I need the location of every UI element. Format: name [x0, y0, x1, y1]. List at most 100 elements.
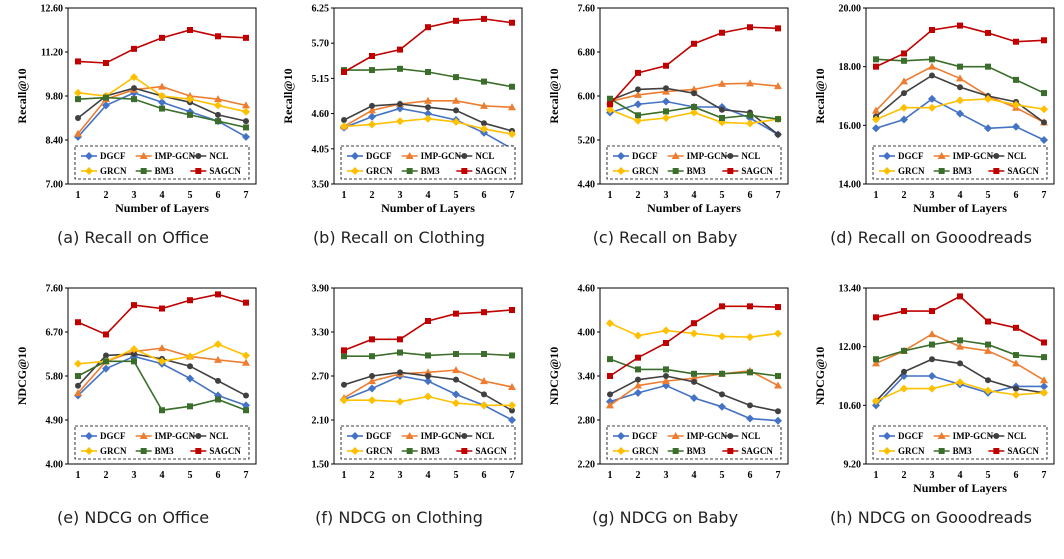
x-tick-label: 1: [608, 470, 613, 481]
data-point: [872, 359, 880, 367]
data-point: [1013, 352, 1019, 359]
series-sagcn: [341, 307, 515, 354]
data-point: [928, 330, 936, 338]
data-point: [607, 356, 613, 363]
data-point: [452, 117, 460, 126]
legend-marker: [883, 447, 891, 455]
data-point: [747, 112, 753, 119]
y-tick-label: 2.70: [312, 372, 330, 383]
legend-label: DGCF: [898, 151, 924, 161]
x-tick-label: 2: [902, 470, 907, 481]
data-point: [425, 318, 431, 324]
chart-panel-1: 7.00 8.40 9.80 11.20 12.60 1 2 3 4 5 6 7 Number of L…: [0, 0, 266, 279]
series-imp-gcn: [74, 344, 250, 397]
data-point: [74, 129, 82, 137]
legend: DGCF IMP-GCN NCL GRCN BM3 SAGCN: [74, 145, 250, 180]
legend-marker: [617, 432, 625, 440]
data-point: [634, 116, 642, 125]
data-point: [480, 124, 488, 133]
data-point: [872, 397, 880, 406]
data-point: [607, 391, 613, 398]
data-point: [75, 373, 81, 379]
data-point: [158, 98, 166, 107]
series-bm3: [75, 94, 249, 131]
legend-label: SAGCN: [209, 166, 241, 176]
data-point: [719, 391, 725, 398]
data-point: [369, 353, 375, 360]
data-point: [242, 351, 250, 360]
legend-box: [340, 145, 516, 180]
y-tick-label: 9.20: [844, 460, 862, 471]
chart-caption: (g) NDCG on Baby: [591, 508, 739, 527]
x-tick-label: 7: [244, 190, 249, 201]
data-point: [75, 319, 81, 326]
series-ncl: [607, 373, 781, 415]
plot-frame: [333, 7, 523, 185]
legend-label: GRCN: [100, 166, 127, 176]
y-tick-label: 8.40: [46, 136, 64, 147]
legend-marker: [85, 152, 93, 160]
legend-marker: [461, 153, 468, 159]
data-point: [775, 408, 781, 415]
legend-marker: [139, 152, 148, 159]
data-point: [424, 392, 432, 401]
legend-marker: [195, 168, 202, 174]
data-point: [691, 370, 697, 377]
data-point: [1040, 388, 1048, 397]
data-point: [634, 381, 642, 389]
data-point: [746, 79, 754, 87]
y-tick-label: 4.60: [578, 284, 596, 295]
series-dgcf: [606, 381, 782, 425]
x-tick-label: 2: [370, 190, 375, 201]
legend-box: [606, 425, 782, 460]
data-point: [663, 62, 669, 69]
x-tick-label: 6: [748, 190, 753, 201]
data-point: [215, 118, 221, 125]
data-point: [691, 378, 697, 385]
data-point: [242, 358, 250, 366]
chart-svg: 7.00 8.40 9.80 11.20 12.60 1 2 3 4 5 6 7 Number of L…: [15, 4, 257, 215]
data-point: [1012, 100, 1020, 109]
series-bm3: [607, 356, 781, 379]
data-point: [690, 374, 698, 382]
series-grcn: [872, 378, 1048, 406]
data-point: [747, 369, 753, 376]
data-point: [368, 112, 376, 121]
y-tick-label: 3.30: [312, 328, 330, 339]
legend-label: DGCF: [366, 151, 392, 161]
legend-marker: [617, 152, 625, 160]
data-point: [131, 358, 137, 365]
data-point: [509, 352, 515, 359]
series-grcn: [606, 319, 782, 342]
data-point: [130, 73, 138, 82]
data-point: [131, 85, 137, 92]
series-line: [875, 295, 1045, 344]
chart-svg: 3.50 4.05 4.60 5.15 5.70 6.25 1 2 3 4 5 6 7 Number of…: [281, 4, 523, 215]
y-axis-label: Recall@10: [281, 68, 295, 123]
y-tick-label: 5.15: [312, 74, 330, 85]
legend-marker: [727, 433, 734, 439]
data-point: [662, 97, 670, 106]
data-point: [901, 308, 907, 315]
data-point: [397, 349, 403, 356]
data-point: [606, 105, 614, 114]
data-point: [74, 389, 82, 397]
legend-marker: [195, 448, 202, 454]
data-point: [774, 416, 782, 425]
legend-marker: [938, 448, 945, 454]
legend-marker: [195, 433, 202, 439]
data-point: [481, 351, 487, 357]
chart-panel-4: 14.00 16.00 18.00 20.00 1 2 3 4 5 6 7 Number of Lay…: [798, 0, 1064, 279]
data-point: [243, 118, 249, 125]
legend-marker: [461, 433, 468, 439]
data-point: [341, 69, 347, 75]
y-tick-label: 7.60: [578, 4, 596, 15]
data-point: [691, 90, 697, 97]
legend-marker: [883, 167, 891, 175]
data-point: [397, 46, 403, 53]
data-point: [900, 103, 908, 112]
y-tick-label: 7.00: [46, 180, 64, 191]
data-point: [1040, 136, 1048, 144]
data-point: [215, 291, 221, 298]
